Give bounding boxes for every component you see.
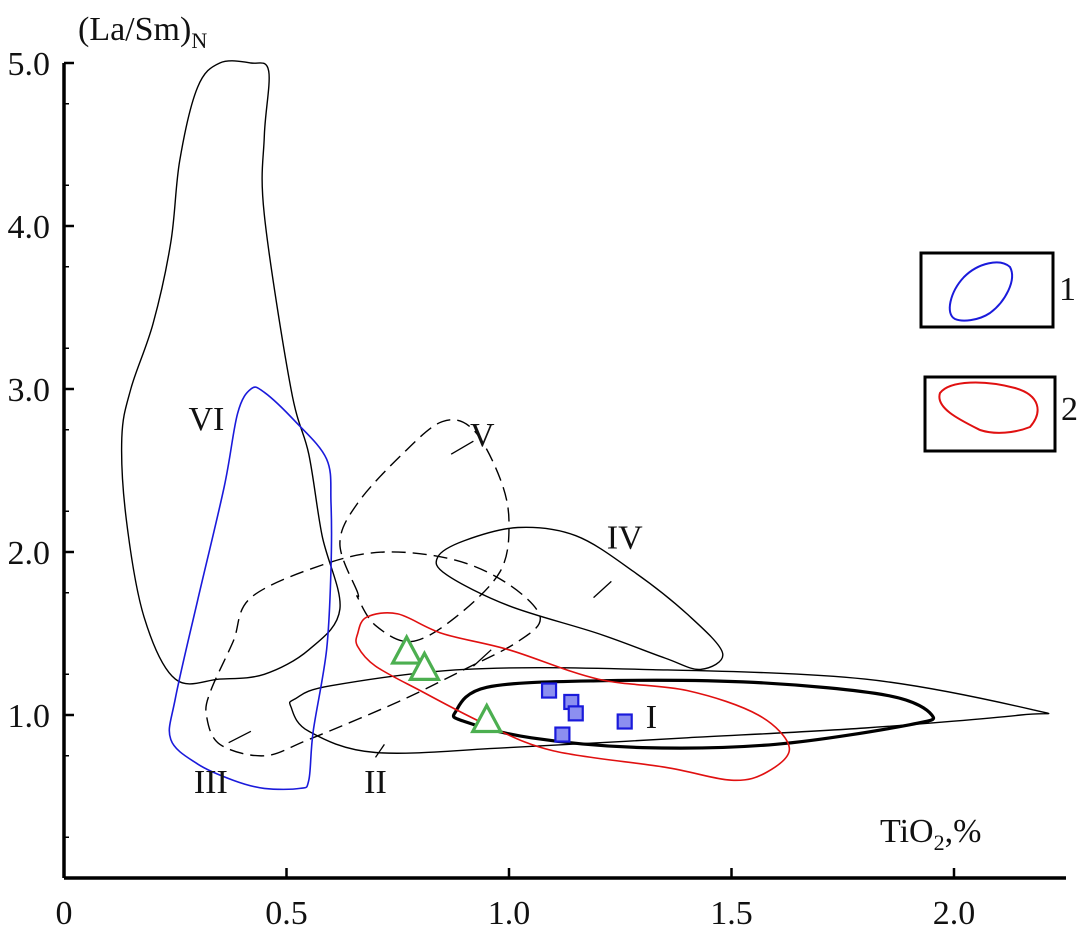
field-outline-v bbox=[339, 419, 510, 643]
square-point bbox=[554, 726, 571, 743]
square-point bbox=[567, 705, 584, 722]
field-outline-7 bbox=[168, 386, 333, 791]
leader-line bbox=[228, 730, 252, 744]
y-tick-label: 1.0 bbox=[8, 698, 51, 735]
legend-outline-1 bbox=[948, 261, 1013, 322]
x-tick-label: 1.5 bbox=[710, 895, 753, 930]
field-outlines bbox=[120, 60, 1050, 791]
field-label-i: I bbox=[646, 699, 657, 736]
leader-line bbox=[450, 440, 474, 455]
legend-box-2 bbox=[923, 375, 1057, 453]
field-label-ii: II bbox=[364, 764, 387, 801]
legend-box-1 bbox=[919, 251, 1055, 329]
square-point bbox=[540, 682, 558, 699]
x-axis-label: TiO2,% bbox=[880, 813, 981, 855]
field-outline-vi bbox=[120, 60, 341, 685]
y-tick-label: 5.0 bbox=[8, 46, 51, 83]
square-point bbox=[616, 713, 633, 730]
x-tick-label: 0.5 bbox=[265, 895, 308, 930]
legend-label-1: 1 bbox=[1059, 271, 1076, 308]
legend-label-2: 2 bbox=[1061, 391, 1078, 428]
x-tick-label: 2.0 bbox=[933, 895, 976, 930]
leader-line bbox=[472, 649, 492, 667]
leader-line bbox=[374, 743, 385, 758]
data-points bbox=[389, 633, 633, 743]
field-label-vi: VI bbox=[188, 401, 224, 438]
y-tick-label: 4.0 bbox=[8, 209, 51, 246]
y-tick-label: 3.0 bbox=[8, 372, 51, 409]
field-label-v: V bbox=[470, 417, 495, 454]
triangle-point bbox=[470, 702, 504, 734]
x-tick-label: 0 bbox=[56, 895, 73, 930]
field-outline-8 bbox=[355, 612, 791, 782]
field-leader-lines bbox=[228, 440, 612, 758]
legend-outline-2 bbox=[938, 381, 1039, 434]
y-tick-label: 2.0 bbox=[8, 535, 51, 572]
field-outline-iv bbox=[435, 526, 724, 671]
axes: 0 0.5 1.0 1.5 2.0 1.0 2.0 3.0 4.0 5.0 bbox=[8, 46, 1066, 930]
triangle-point bbox=[389, 633, 424, 665]
field-outline-ii bbox=[288, 666, 1050, 754]
field-label-iii: III bbox=[194, 764, 228, 801]
x-tick-label: 1.0 bbox=[488, 895, 531, 930]
field-label-iv: IV bbox=[607, 520, 643, 557]
y-axis-label: (La/Sm)N bbox=[78, 11, 207, 53]
leader-line bbox=[593, 580, 612, 599]
triangle-point bbox=[407, 649, 442, 681]
legend: 12 bbox=[919, 251, 1078, 453]
field-outline-i bbox=[451, 678, 936, 750]
